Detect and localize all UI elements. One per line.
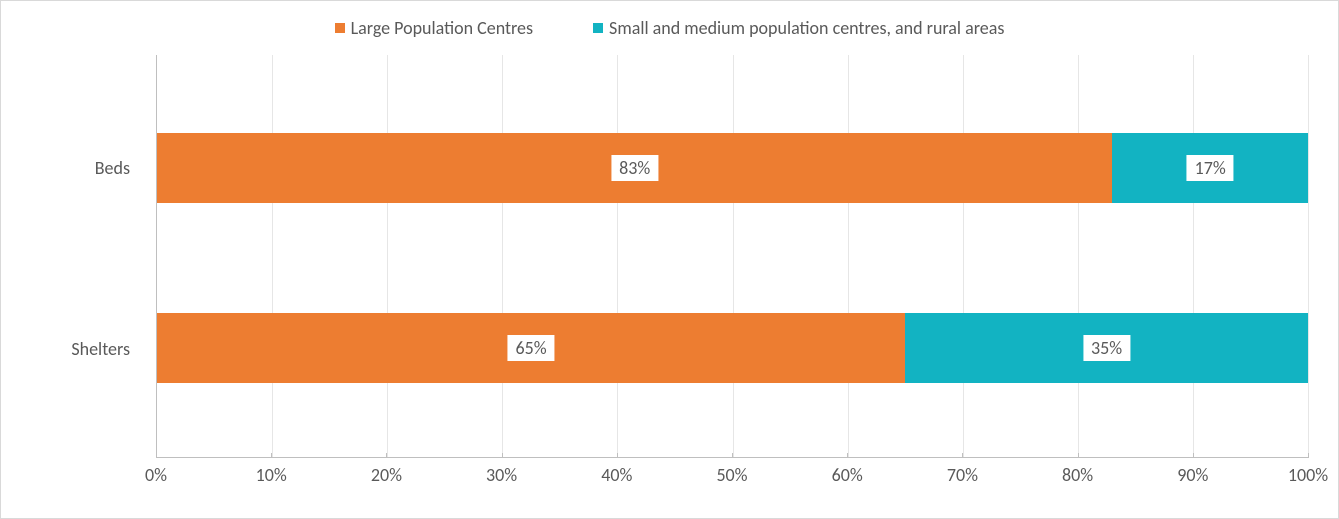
data-label-shelters-small: 35% bbox=[1083, 335, 1130, 361]
data-label-beds-large: 83% bbox=[611, 155, 658, 181]
legend-label-series-1: Large Population Centres bbox=[351, 17, 533, 39]
gridline bbox=[387, 55, 388, 457]
legend-item-series-1: Large Population Centres bbox=[335, 17, 533, 39]
x-tick bbox=[156, 453, 157, 458]
x-tick-label: 70% bbox=[947, 464, 978, 486]
gridline bbox=[272, 55, 273, 457]
bar-seg-shelters-small: 35% bbox=[905, 313, 1308, 383]
chart-container: Large Population Centres Small and mediu… bbox=[0, 0, 1339, 519]
x-tick-label: 40% bbox=[601, 464, 632, 486]
x-tick bbox=[1193, 453, 1194, 458]
data-label-shelters-large: 65% bbox=[508, 335, 555, 361]
bar-seg-shelters-large: 65% bbox=[157, 313, 905, 383]
gridline bbox=[1193, 55, 1194, 457]
x-tick-label: 30% bbox=[486, 464, 517, 486]
x-tick bbox=[962, 453, 963, 458]
x-tick-label: 80% bbox=[1062, 464, 1093, 486]
x-tick bbox=[271, 453, 272, 458]
bar-seg-beds-large: 83% bbox=[157, 133, 1112, 203]
x-tick bbox=[1078, 453, 1079, 458]
gridline bbox=[502, 55, 503, 457]
x-axis: 0%10%20%30%40%50%60%70%80%90%100% bbox=[156, 458, 1308, 498]
x-tick-label: 0% bbox=[145, 464, 167, 486]
plot-wrap: Beds Shelters 83% 17% 65% 35% bbox=[1, 55, 1338, 498]
gridline bbox=[848, 55, 849, 457]
plot-area: 83% 17% 65% 35% bbox=[156, 55, 1308, 458]
bar-seg-beds-small: 17% bbox=[1112, 133, 1308, 203]
legend-swatch-series-1 bbox=[335, 23, 345, 33]
bar-row-shelters: 65% 35% bbox=[157, 313, 1308, 383]
x-tick bbox=[386, 453, 387, 458]
y-label-shelters: Shelters bbox=[71, 338, 130, 360]
x-tick-label: 20% bbox=[371, 464, 402, 486]
legend-label-series-2: Small and medium population centres, and… bbox=[609, 17, 1004, 39]
y-axis-labels: Beds Shelters bbox=[1, 55, 146, 458]
x-tick bbox=[732, 453, 733, 458]
y-label-beds: Beds bbox=[95, 157, 130, 179]
gridline bbox=[1308, 55, 1309, 457]
bar-row-beds: 83% 17% bbox=[157, 133, 1308, 203]
gridline bbox=[1078, 55, 1079, 457]
gridline bbox=[617, 55, 618, 457]
legend-item-series-2: Small and medium population centres, and… bbox=[593, 17, 1004, 39]
x-tick bbox=[847, 453, 848, 458]
x-tick-label: 10% bbox=[256, 464, 287, 486]
legend-swatch-series-2 bbox=[593, 23, 603, 33]
data-label-beds-small: 17% bbox=[1187, 155, 1234, 181]
gridline bbox=[963, 55, 964, 457]
x-tick-label: 90% bbox=[1177, 464, 1208, 486]
x-tick-label: 60% bbox=[832, 464, 863, 486]
x-tick bbox=[502, 453, 503, 458]
x-tick bbox=[617, 453, 618, 458]
legend: Large Population Centres Small and mediu… bbox=[1, 1, 1338, 47]
x-tick-label: 100% bbox=[1288, 464, 1328, 486]
x-tick bbox=[1308, 453, 1309, 458]
x-tick-label: 50% bbox=[716, 464, 747, 486]
gridline bbox=[733, 55, 734, 457]
